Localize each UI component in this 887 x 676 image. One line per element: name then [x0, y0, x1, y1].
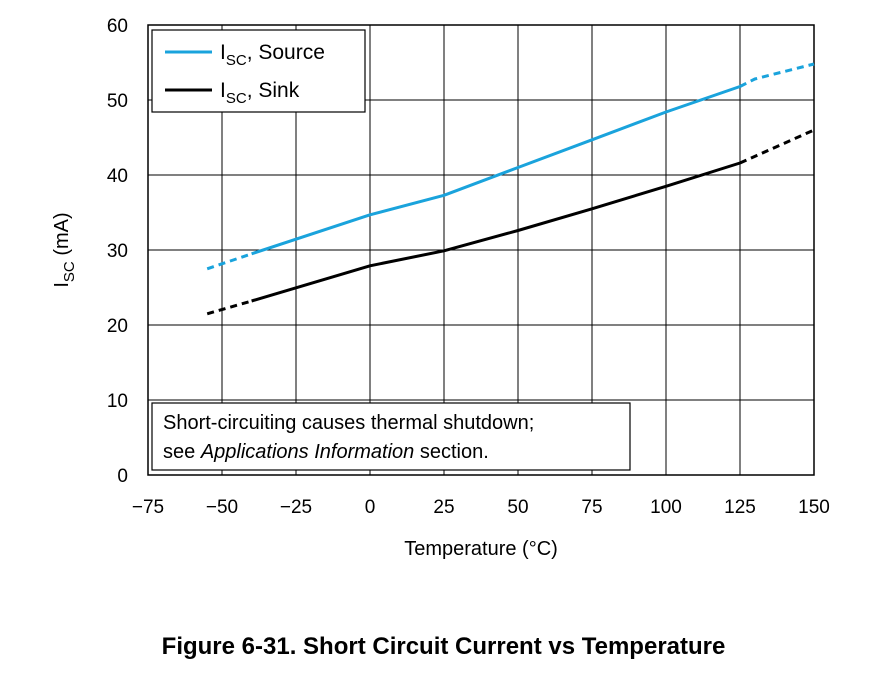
figure-caption: Figure 6-31. Short Circuit Current vs Te… — [161, 633, 726, 660]
series-source-dashed-low — [206, 252, 253, 271]
x-tick-label: 125 — [724, 497, 756, 518]
y-tick-label: 40 — [107, 166, 128, 187]
plot-frame — [147, 24, 815, 476]
x-tick-label: 75 — [581, 497, 602, 518]
y-tick-label: 60 — [107, 16, 128, 37]
x-tick-label: −50 — [206, 497, 238, 518]
x-tick-label: 150 — [798, 497, 830, 518]
y-tick-label: 50 — [107, 91, 128, 112]
series-lines — [206, 62, 815, 316]
x-tick-label: −75 — [132, 497, 164, 518]
y-tick-labels: 0 10 20 30 40 50 60 — [107, 16, 128, 487]
series-sink-dashed-high — [739, 128, 815, 165]
x-axis-title: Temperature (°C) — [404, 538, 558, 560]
legend-label-sink: ISC, Sink — [220, 79, 300, 107]
x-tick-labels: −75 −50 −25 0 25 50 75 100 125 150 — [132, 497, 830, 518]
note-box — [151, 402, 631, 471]
series-source-dashed-high — [739, 62, 815, 88]
legend: ISC, Source ISC, Sink — [151, 29, 366, 113]
y-tick-label: 0 — [117, 466, 128, 487]
x-tick-label: 25 — [433, 497, 454, 518]
y-tick-label: 10 — [107, 391, 128, 412]
note-line-2: see Applications Information section. — [163, 441, 489, 463]
x-tick-label: 0 — [365, 497, 376, 518]
annotation-note: Short-circuiting causes thermal shutdown… — [151, 402, 631, 471]
y-axis-title: ISC (mA) — [51, 212, 78, 287]
x-tick-label: 100 — [650, 497, 682, 518]
y-tick-label: 20 — [107, 316, 128, 337]
series-sink-dashed-low — [206, 299, 253, 316]
series-source-line — [251, 85, 741, 256]
x-tick-label: −25 — [280, 497, 312, 518]
y-tick-label: 30 — [107, 241, 128, 262]
legend-label-source: ISC, Source — [220, 41, 325, 69]
note-line-1: Short-circuiting causes thermal shutdown… — [163, 412, 534, 434]
legend-box — [151, 29, 366, 113]
series-sink-line — [251, 161, 741, 303]
x-tick-label: 50 — [507, 497, 528, 518]
